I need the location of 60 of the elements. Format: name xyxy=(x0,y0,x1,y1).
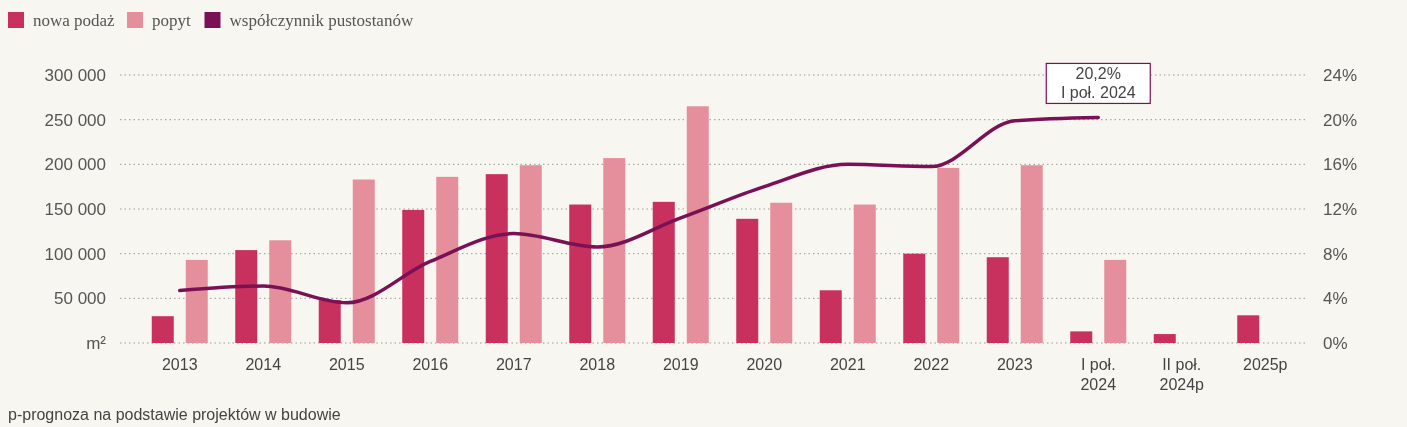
legend-label: nowa podaż xyxy=(33,11,116,30)
bar xyxy=(986,257,1009,343)
bar xyxy=(402,209,425,343)
x-tick-label: 2020 xyxy=(746,356,783,373)
bar xyxy=(151,316,174,343)
y2-tick-label: 16% xyxy=(1323,155,1358,175)
bar xyxy=(1070,331,1093,343)
y-tick-label: 200 000 xyxy=(44,155,106,175)
y-tick-label: 100 000 xyxy=(44,244,106,264)
x-tick-label: 2017 xyxy=(495,356,532,373)
legend-label: popyt xyxy=(152,11,191,30)
x-tick-label: 2025p xyxy=(1243,356,1288,373)
x-tick-label: 2013 xyxy=(161,356,198,373)
bar xyxy=(770,202,793,343)
y-tick-label: 50 000 xyxy=(54,289,106,309)
x-tick-label: 2015 xyxy=(328,356,365,373)
bar xyxy=(1153,334,1176,343)
bar xyxy=(903,253,926,343)
y2-tick-label: 24% xyxy=(1323,65,1358,85)
line-series xyxy=(178,115,1100,305)
bar xyxy=(853,204,876,343)
bar xyxy=(736,218,759,343)
x-tick-label: 2018 xyxy=(579,356,616,373)
bar xyxy=(686,106,709,343)
bar xyxy=(603,158,626,343)
bar xyxy=(819,290,842,343)
x-tick-label: 2019 xyxy=(662,356,699,373)
x-tick-label: 2021 xyxy=(829,356,866,373)
bar xyxy=(235,250,258,343)
bar xyxy=(318,300,341,343)
bar xyxy=(652,201,675,343)
legend-label: współczynnik pustostanów xyxy=(229,11,414,30)
bar xyxy=(1104,259,1127,343)
bar xyxy=(519,165,542,343)
bar xyxy=(569,204,592,343)
y-axis-title: m² xyxy=(86,333,107,353)
x-tick-label: 2023 xyxy=(996,356,1033,373)
x-tick-label: II poł. 2024p xyxy=(1159,356,1205,393)
x-tick-label: 2016 xyxy=(412,356,449,373)
bar xyxy=(1020,165,1043,343)
y-tick-label: 250 000 xyxy=(44,110,106,130)
y2-tick-label: 20% xyxy=(1323,110,1358,130)
annotation: 20,2% I poł. 2024 xyxy=(1060,65,1136,102)
y2-tick-label: 0% xyxy=(1323,333,1348,353)
bar xyxy=(937,167,960,343)
bar xyxy=(352,179,375,343)
bar xyxy=(269,240,292,343)
y2-tick-label: 4% xyxy=(1323,289,1348,309)
bar xyxy=(1237,315,1260,343)
y2-tick-label: 12% xyxy=(1323,199,1358,219)
x-tick-label: I poł. 2024 xyxy=(1080,356,1117,393)
x-tick-label: 2014 xyxy=(245,356,282,373)
bar xyxy=(436,176,459,343)
y-tick-label: 150 000 xyxy=(44,199,106,219)
x-tick-label: 2022 xyxy=(913,356,950,373)
y-tick-label: 300 000 xyxy=(44,65,106,85)
y2-tick-label: 8% xyxy=(1323,244,1348,264)
text: p-prognoza na podstawie projektów w budowie xyxy=(8,406,341,423)
bar xyxy=(185,259,208,343)
bar xyxy=(485,174,508,343)
